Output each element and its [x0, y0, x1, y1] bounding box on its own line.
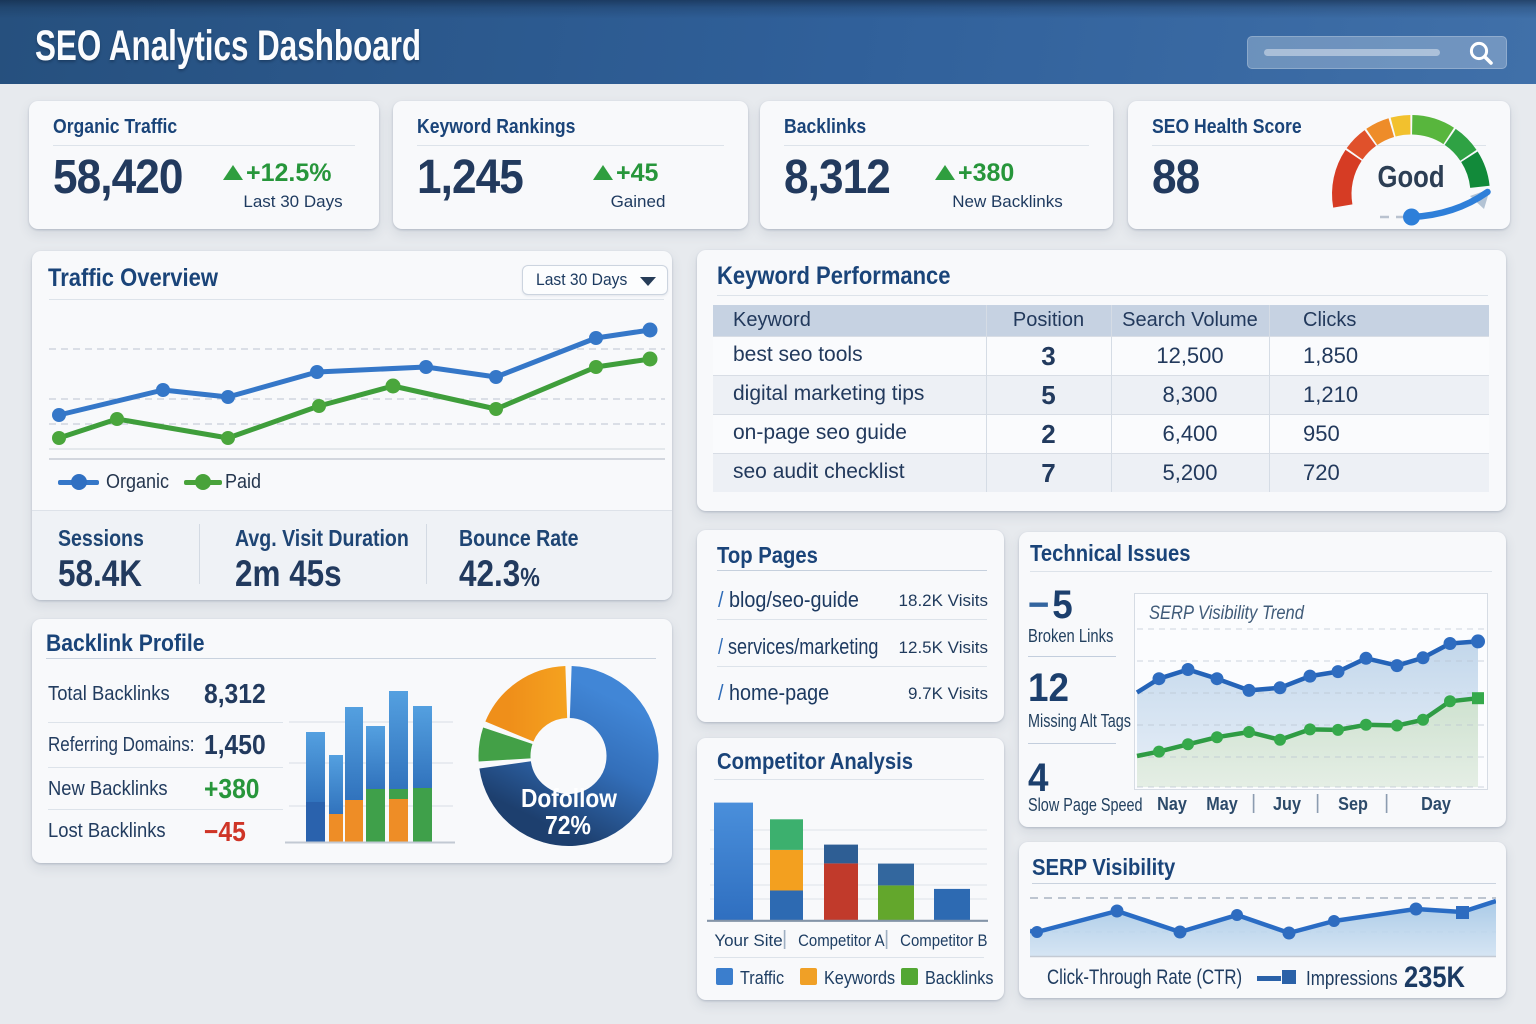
svg-text:72%: 72% [545, 810, 591, 840]
svg-text:Dofollow: Dofollow [521, 783, 618, 813]
svg-text:Good: Good [1378, 159, 1445, 194]
